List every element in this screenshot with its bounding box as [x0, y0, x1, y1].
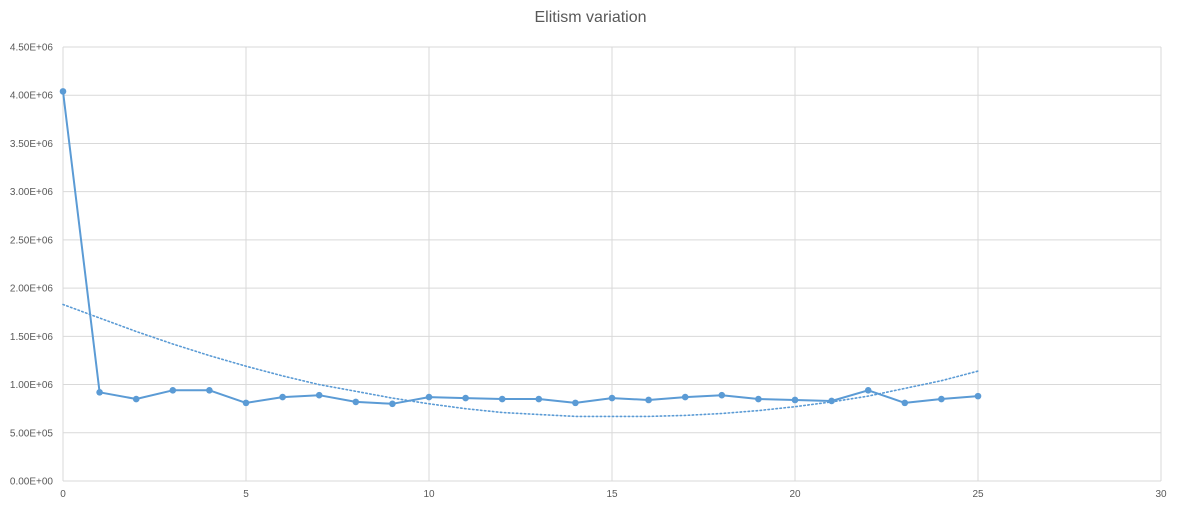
- data-point: [169, 387, 177, 394]
- x-tick-label: 10: [423, 489, 435, 500]
- data-point: [389, 400, 396, 408]
- grid-lines: [62, 46, 1162, 482]
- x-tick-label: 30: [1155, 489, 1167, 500]
- chart-title: Elitism variation: [534, 9, 647, 26]
- data-point: [718, 391, 726, 399]
- data-point: [425, 393, 433, 401]
- y-tick-label: 3.50E+06: [10, 139, 54, 150]
- data-point: [59, 88, 67, 95]
- y-tick-label: 0.00E+00: [10, 477, 54, 488]
- data-point: [242, 399, 250, 407]
- data-point: [315, 391, 323, 399]
- x-axis-tick-labels: 0 5 10 15 20 25 30: [60, 489, 1167, 500]
- data-point: [279, 393, 286, 401]
- y-tick-label: 2.00E+06: [10, 284, 54, 295]
- data-point: [791, 396, 799, 404]
- data-point: [974, 392, 982, 400]
- data-point: [608, 394, 616, 402]
- data-point: [462, 394, 469, 402]
- y-tick-label: 1.50E+06: [10, 332, 54, 343]
- x-tick-label: 15: [606, 489, 618, 500]
- data-point: [206, 387, 213, 394]
- y-tick-label: 5.00E+05: [10, 428, 54, 439]
- data-point: [535, 395, 543, 403]
- data-point: [572, 399, 579, 407]
- trendline: [62, 303, 979, 418]
- data-point: [96, 388, 103, 396]
- x-tick-label: 20: [789, 489, 801, 500]
- data-point: [828, 397, 835, 405]
- data-point: [755, 395, 762, 403]
- y-tick-label: 2.50E+06: [10, 235, 54, 246]
- y-axis-tick-labels: 0.00E+00 5.00E+05 1.00E+06 1.50E+06 2.00E+06…: [10, 43, 54, 488]
- data-point: [498, 395, 506, 403]
- series-line: [62, 91, 979, 405]
- data-point: [352, 398, 360, 406]
- data-point: [681, 393, 689, 401]
- data-point: [132, 395, 140, 403]
- data-point: [938, 395, 945, 403]
- y-tick-label: 4.00E+06: [10, 91, 54, 102]
- data-point: [645, 396, 652, 404]
- y-tick-label: 4.50E+06: [10, 43, 54, 54]
- y-tick-label: 1.00E+06: [10, 380, 54, 391]
- x-tick-label: 25: [972, 489, 984, 500]
- data-point: [901, 399, 909, 407]
- x-tick-label: 5: [243, 489, 249, 500]
- data-point: [864, 387, 872, 394]
- series-layer: [59, 88, 982, 418]
- y-tick-label: 3.00E+06: [10, 187, 54, 198]
- x-tick-label: 0: [60, 489, 66, 500]
